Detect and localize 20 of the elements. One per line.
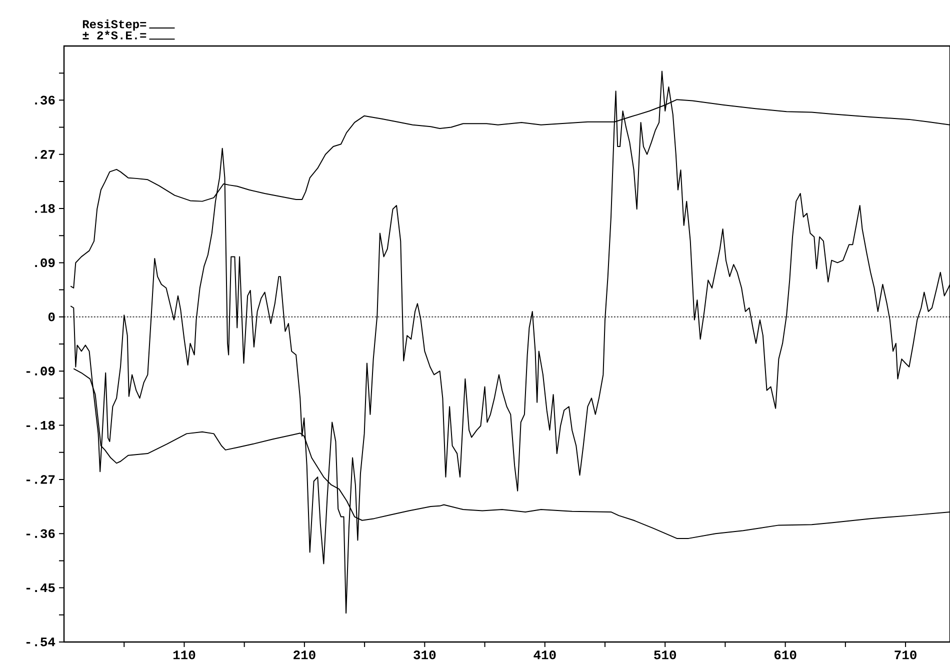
x-tick-label: 410 [534,650,556,660]
x-tick-label: 510 [654,650,676,660]
y-tick-label: .27 [35,150,55,159]
y-tick-label: -.36 [26,529,55,538]
y-tick-label: 0 [48,312,55,322]
legend-label: ResiStep= [82,20,146,31]
legend-label: ± 2*S.E.= [82,30,146,40]
y-tick-label: .09 [35,258,55,268]
y-tick-label: -.27 [26,475,55,484]
x-tick-label: 710 [894,650,916,660]
x-tick-label: 210 [294,650,316,660]
y-tick-label: -.45 [26,583,55,592]
x-tick-label: 310 [414,650,436,660]
y-tick-label: .36 [35,96,55,105]
y-tick-label: -.18 [26,420,55,430]
y-tick-label: -.54 [26,638,56,646]
x-tick-label: 610 [774,650,796,660]
y-tick-label: .18 [35,204,55,213]
x-tick-label: 110 [173,650,196,660]
y-tick-label: -.09 [26,366,55,376]
